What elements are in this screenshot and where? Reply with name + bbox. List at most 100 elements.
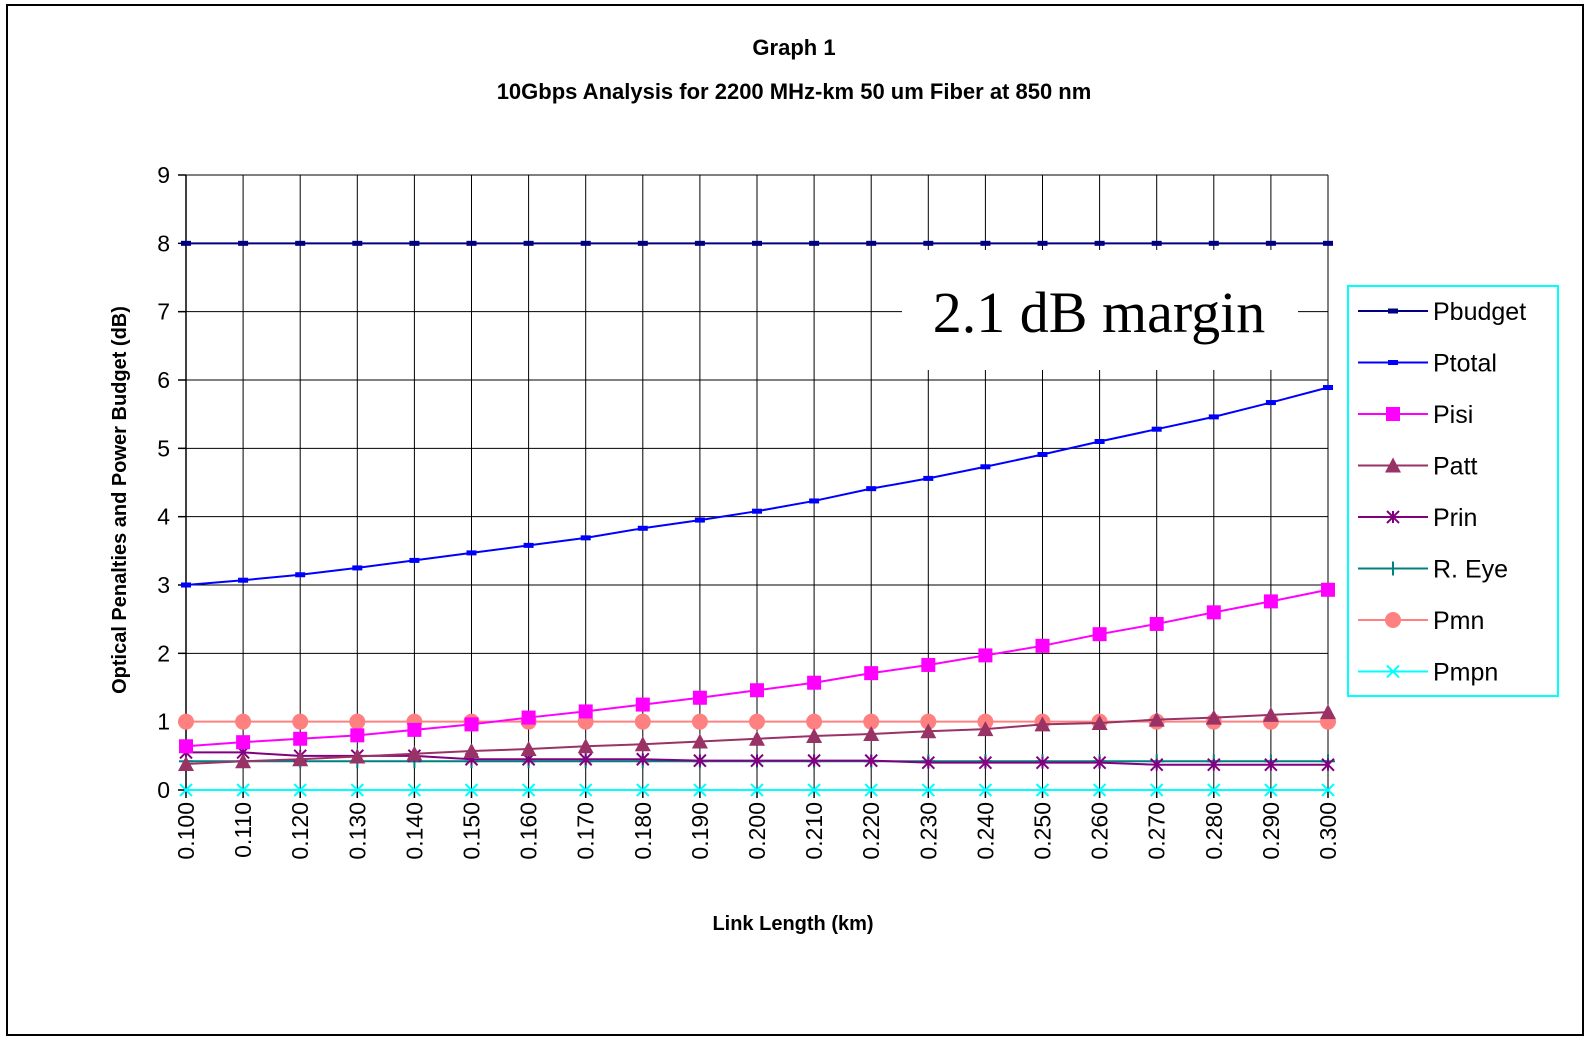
y-tick-label: 8	[157, 230, 170, 256]
marker-x	[407, 783, 422, 797]
marker-dash	[580, 535, 591, 541]
marker-triangle	[1320, 704, 1336, 720]
marker-dash	[181, 240, 191, 246]
marker-triangle	[406, 745, 423, 761]
legend-label: Pbudget	[1433, 298, 1526, 326]
x-tick-label: 0.190	[687, 802, 713, 860]
marker-dash	[1094, 439, 1105, 444]
marker-dash	[523, 240, 534, 246]
marker-dash	[295, 240, 306, 246]
legend-label: Pisi	[1433, 401, 1473, 429]
marker-stroke	[350, 783, 365, 797]
marker-asterisk	[578, 752, 593, 766]
marker-dash	[752, 240, 762, 246]
marker-asterisk	[1386, 510, 1400, 524]
marker-square	[1321, 582, 1335, 597]
marker-triangle	[235, 753, 252, 769]
series-pisi	[179, 582, 1335, 754]
marker-square	[807, 675, 822, 690]
legend-label: Ptotal	[1433, 350, 1497, 378]
marker-dash	[866, 240, 877, 246]
marker-stroke	[978, 783, 993, 797]
marker-dash	[923, 240, 934, 246]
marker-dash	[1151, 426, 1162, 432]
legend-item-ptotal: Ptotal	[1358, 350, 1497, 378]
x-axis-title: Link Length (km)	[712, 913, 873, 935]
x-tick-label: 0.290	[1258, 802, 1284, 860]
marker-dash	[295, 572, 306, 578]
marker-circle	[806, 713, 823, 730]
marker-asterisk	[864, 753, 878, 768]
marker-dash	[1265, 240, 1276, 246]
x-tick-label: 0.100	[173, 802, 199, 860]
marker-dash	[409, 240, 420, 246]
x-tick-label: 0.140	[401, 802, 427, 860]
marker-stroke	[1035, 783, 1050, 797]
x-tick-label: 0.200	[744, 802, 770, 860]
marker-stroke	[293, 783, 307, 797]
legend-item-prin: Prin	[1358, 504, 1477, 532]
margin-annotation: 2.1 dB margin	[933, 280, 1265, 345]
marker-stroke	[521, 783, 536, 797]
marker-asterisk	[693, 753, 707, 768]
legend-label: Patt	[1433, 453, 1478, 481]
y-tick-label: 7	[157, 299, 170, 325]
marker-dash	[466, 550, 477, 556]
marker-triangle	[463, 743, 480, 759]
x-tick-label: 0.160	[516, 802, 542, 860]
marker-dash	[523, 542, 534, 548]
marker-stroke	[636, 783, 650, 797]
marker-triangle	[863, 725, 880, 741]
x-tick-label: 0.130	[344, 802, 370, 860]
marker-square	[864, 666, 879, 681]
legend-item-pbudget: Pbudget	[1358, 298, 1526, 326]
marker-dash	[1094, 240, 1105, 246]
marker-asterisk	[1035, 755, 1050, 770]
marker-x	[921, 783, 936, 797]
marker-x	[864, 783, 878, 797]
legend-item-pmpn: Pmpn	[1358, 659, 1498, 687]
marker-asterisk	[1092, 755, 1107, 770]
marker-triangle	[349, 748, 366, 764]
x-tick-label: 0.150	[459, 802, 485, 860]
marker-stroke	[179, 783, 193, 797]
legend-item-pisi: Pisi	[1358, 401, 1473, 429]
x-tick-label: 0.270	[1144, 802, 1170, 860]
marker-circle	[863, 713, 880, 730]
marker-x	[236, 783, 250, 797]
marker-square	[750, 683, 764, 698]
marker-square	[692, 690, 707, 705]
marker-dash	[1208, 414, 1219, 420]
marker-square	[464, 717, 479, 732]
marker-stroke	[750, 783, 764, 797]
marker-stroke	[1386, 664, 1400, 679]
marker-stroke	[1207, 783, 1221, 797]
marker-x	[807, 783, 821, 797]
marker-x	[293, 783, 307, 797]
marker-asterisk	[1321, 758, 1335, 772]
marker-circle	[292, 713, 309, 730]
marker-x	[1207, 783, 1221, 797]
marker-stroke	[807, 783, 821, 797]
marker-dash	[238, 577, 249, 583]
marker-circle	[1385, 612, 1401, 628]
marker-triangle	[1034, 716, 1051, 732]
y-tick-label: 4	[157, 504, 170, 530]
marker-square	[236, 735, 251, 750]
marker-dash	[637, 240, 648, 246]
marker-dash	[1037, 451, 1048, 457]
marker-circle	[749, 713, 765, 730]
marker-square	[1263, 594, 1278, 609]
marker-dash	[1265, 400, 1276, 406]
marker-x	[978, 783, 993, 797]
marker-square	[1386, 407, 1400, 421]
marker-circle	[349, 713, 366, 730]
marker-circle	[634, 713, 651, 730]
x-tick-label: 0.210	[801, 802, 827, 860]
marker-x	[693, 783, 707, 797]
marker-asterisk	[750, 753, 764, 768]
x-tick-label: 0.240	[972, 802, 998, 860]
marker-x	[636, 783, 650, 797]
series-patt	[178, 704, 1336, 772]
marker-triangle	[178, 756, 194, 772]
